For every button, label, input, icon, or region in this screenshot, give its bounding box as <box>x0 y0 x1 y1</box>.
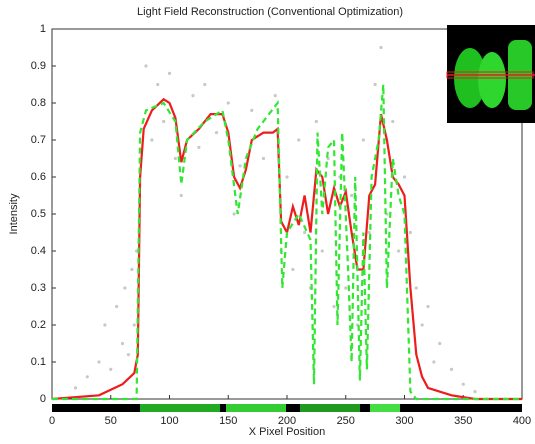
sample-point <box>191 94 195 98</box>
y-tick-label: 0.8 <box>31 97 46 109</box>
sample-point <box>162 119 166 124</box>
x-tick-label: 0 <box>49 415 55 427</box>
sample-point <box>420 323 424 327</box>
sample-point <box>432 360 436 364</box>
sample-point <box>408 230 412 235</box>
sample-point <box>120 341 125 346</box>
chart-title: Light Field Reconstruction (Conventional… <box>137 6 403 18</box>
sample-point <box>238 164 242 168</box>
x-tick-label: 400 <box>513 415 531 427</box>
sample-point <box>115 304 119 309</box>
x-axis-label: X Pixel Position <box>249 426 325 438</box>
sample-point <box>297 138 301 142</box>
x-tick-label: 200 <box>278 415 296 427</box>
sample-point <box>414 286 418 290</box>
y-tick-label: 0.3 <box>31 282 46 294</box>
sample-point <box>438 341 442 346</box>
sample-point <box>203 82 207 87</box>
y-tick-label: 0.7 <box>31 134 46 146</box>
sample-point <box>344 286 348 290</box>
sample-point <box>97 360 101 364</box>
sample-point <box>226 101 230 105</box>
sample-point <box>179 193 183 198</box>
sample-point <box>426 304 430 309</box>
sample-point <box>320 249 324 253</box>
sample-point <box>285 175 289 179</box>
y-tick-label: 0.5 <box>31 208 46 220</box>
y-axis-label: Intensity <box>8 193 20 234</box>
sample-point <box>473 390 477 394</box>
sample-point <box>373 82 377 87</box>
y-tick-label: 1 <box>40 23 46 35</box>
inset-scanbox <box>446 71 534 79</box>
sample-point <box>232 212 236 216</box>
y-tick-label: 0 <box>40 393 46 405</box>
series-line <box>51 97 522 401</box>
sample-point <box>250 108 254 112</box>
x-tick-label: 300 <box>395 415 413 427</box>
sample-point <box>130 267 134 272</box>
y-tick-label: 0.2 <box>31 319 46 331</box>
inset-image <box>446 25 535 123</box>
sample-point <box>85 375 89 379</box>
x-tick-label: 50 <box>105 415 117 427</box>
series-line <box>52 84 522 401</box>
y-tick-label: 0.1 <box>31 356 46 368</box>
x-tick-label: 100 <box>160 415 178 427</box>
sample-point <box>214 131 219 135</box>
x-tick-label: 250 <box>337 415 355 427</box>
sample-point <box>132 323 136 327</box>
sample-point <box>391 119 395 124</box>
sample-point <box>109 367 113 371</box>
y-tick-label: 0.6 <box>31 171 46 183</box>
sample-point <box>123 286 127 290</box>
sample-point <box>73 386 78 390</box>
y-tick-label: 0.9 <box>31 60 46 72</box>
sample-point <box>361 138 365 142</box>
sample-point <box>367 230 371 235</box>
sample-point <box>314 119 318 124</box>
sample-point <box>197 145 201 149</box>
sample-point <box>303 230 307 235</box>
sample-point <box>156 82 160 87</box>
inset-shape <box>478 52 506 108</box>
sample-point <box>261 156 266 161</box>
sample-point <box>135 249 139 253</box>
sample-point <box>461 382 465 386</box>
sample-point <box>332 304 336 309</box>
sample-point <box>449 367 454 371</box>
sample-point <box>173 156 177 161</box>
sample-point <box>397 249 401 253</box>
sample-point <box>291 267 295 272</box>
pixel-strip <box>52 404 522 412</box>
sample-point <box>144 64 148 68</box>
sample-point <box>103 323 107 327</box>
x-tick-label: 150 <box>219 415 237 427</box>
x-tick-label: 350 <box>454 415 472 427</box>
sample-point <box>350 193 354 198</box>
sample-point <box>126 353 130 357</box>
sample-point <box>379 45 383 50</box>
y-tick-label: 0.4 <box>31 245 46 257</box>
sample-point <box>326 156 330 161</box>
sample-point <box>273 94 277 98</box>
sample-point <box>402 175 407 179</box>
sample-point <box>150 138 154 142</box>
sample-point <box>167 71 172 75</box>
